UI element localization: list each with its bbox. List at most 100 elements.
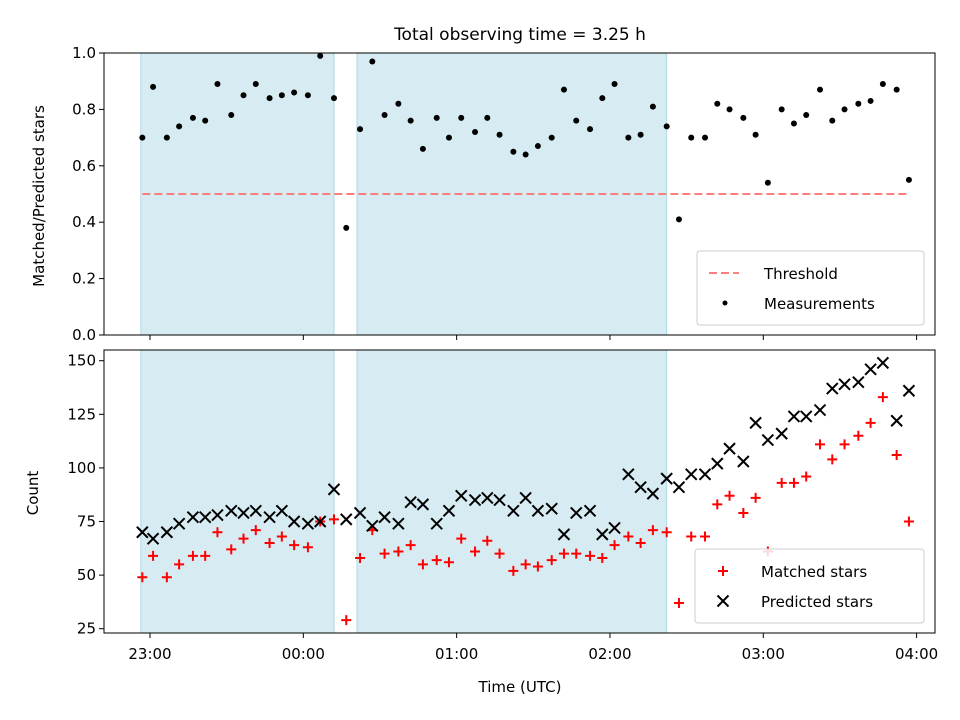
data-point — [328, 514, 339, 525]
legend-label: Predicted stars — [761, 593, 873, 611]
data-point — [407, 117, 414, 124]
shaded-interval-1 — [356, 52, 668, 336]
data-point — [778, 106, 785, 113]
data-point — [905, 176, 912, 183]
data-point — [749, 416, 762, 430]
data-point — [852, 375, 865, 389]
data-point — [599, 95, 606, 102]
data-point — [136, 526, 149, 539]
data-point — [340, 513, 353, 526]
data-point — [507, 504, 520, 518]
data-point — [353, 506, 367, 520]
data-point — [341, 615, 352, 626]
data-point — [264, 537, 275, 548]
data-point — [663, 123, 670, 130]
legend-key-predicted — [716, 594, 730, 608]
axes-frame — [103, 52, 936, 336]
data-point — [876, 356, 890, 370]
data-point — [301, 517, 315, 530]
data-point — [416, 498, 430, 511]
data-point — [355, 552, 366, 563]
data-point — [137, 572, 148, 583]
x-axis-label: Time (UTC) — [478, 678, 562, 696]
data-point — [752, 131, 759, 138]
data-point — [381, 112, 388, 119]
data-point — [317, 52, 324, 59]
data-point — [531, 504, 545, 518]
data-point — [726, 106, 733, 113]
data-point — [571, 548, 582, 559]
data-point — [649, 103, 656, 110]
data-point — [417, 559, 428, 570]
y-tick-label: 75 — [77, 513, 96, 531]
data-point — [458, 114, 465, 121]
data-point — [520, 559, 531, 570]
data-point — [442, 504, 456, 518]
data-point — [470, 546, 481, 557]
data-point — [379, 548, 390, 559]
data-point — [404, 496, 417, 509]
data-point — [637, 131, 644, 138]
legend-label: Matched stars — [761, 563, 867, 581]
data-point — [493, 493, 506, 507]
y-axis-label-ratio: Matched/Predicted stars — [30, 105, 48, 287]
data-point — [560, 86, 567, 93]
data-point — [378, 511, 391, 524]
data-point — [788, 477, 799, 488]
data-point — [431, 555, 442, 566]
data-point — [903, 516, 914, 527]
data-point — [313, 515, 327, 528]
data-point — [829, 117, 836, 124]
data-point — [787, 410, 801, 423]
data-point — [327, 483, 341, 496]
legend-label: Measurements — [764, 295, 875, 313]
data-point — [249, 504, 262, 518]
data-point — [790, 120, 797, 127]
data-point — [714, 100, 721, 107]
data-point — [723, 442, 736, 455]
y-tick-label: 100 — [67, 459, 96, 477]
data-point — [211, 508, 224, 522]
data-point — [148, 550, 159, 561]
data-point — [737, 455, 750, 468]
data-point — [712, 499, 723, 510]
count-panel: 25 50 75 100 125 150 23:00 00:00 01:00 02:00 03:00… — [67, 349, 938, 663]
data-point — [597, 552, 608, 563]
data-point — [548, 134, 555, 141]
data-point — [522, 151, 529, 158]
data-point — [647, 525, 658, 536]
data-point — [801, 471, 812, 482]
data-point — [496, 131, 503, 138]
data-point — [519, 491, 532, 505]
data-point — [456, 533, 467, 544]
legend-key-matched — [718, 566, 728, 576]
data-point — [146, 532, 160, 545]
data-point — [430, 517, 443, 530]
data-point — [289, 540, 300, 551]
data-point — [238, 533, 249, 544]
data-point — [357, 126, 364, 133]
data-point — [635, 537, 646, 548]
data-point — [661, 527, 672, 538]
data-point — [139, 134, 146, 141]
y-tick-label: 0.4 — [72, 213, 96, 231]
data-point — [611, 81, 618, 88]
data-point — [803, 112, 810, 119]
data-point — [200, 550, 211, 561]
data-point — [711, 457, 724, 470]
data-point — [890, 414, 903, 427]
data-point — [583, 504, 597, 518]
series-measurements — [139, 52, 912, 231]
y-axis-label-count: Count — [24, 471, 42, 516]
data-point — [392, 517, 405, 530]
data-point — [532, 561, 543, 572]
data-point — [838, 378, 851, 391]
data-point — [877, 392, 888, 403]
data-point — [237, 506, 250, 520]
axes-frame — [103, 349, 936, 634]
legend: Matched stars Predicted stars — [694, 548, 925, 624]
data-point — [240, 92, 247, 99]
x-tick-label: 04:00 — [895, 645, 938, 663]
data-point — [625, 134, 632, 141]
